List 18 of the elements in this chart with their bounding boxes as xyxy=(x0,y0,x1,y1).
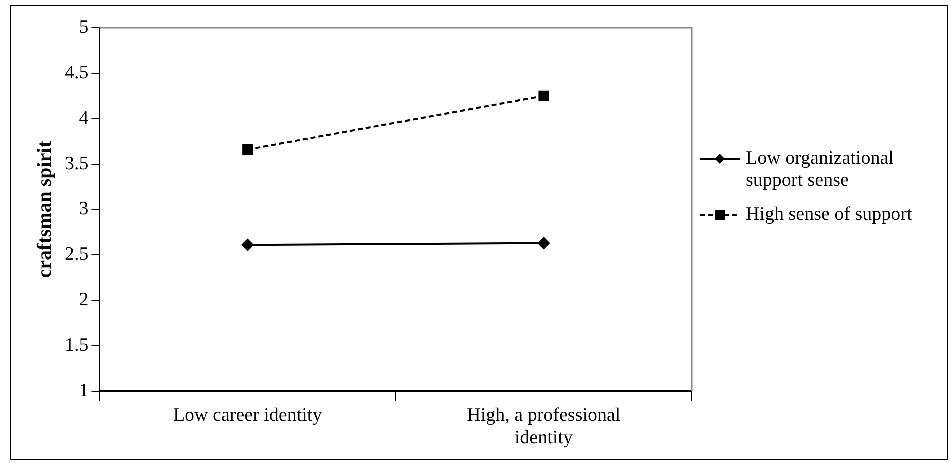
y-axis-title: craftsman spirit xyxy=(34,140,56,278)
point xyxy=(242,144,254,155)
y-tick-label: 4 xyxy=(79,108,90,129)
y-tick-label: 2.5 xyxy=(65,244,89,266)
y-tick-label: 1.5 xyxy=(65,334,89,356)
y-tick-label: 2 xyxy=(79,290,89,311)
legend-label: Low organizational support sense xyxy=(746,148,895,192)
point xyxy=(242,239,254,252)
x-tick-label: Low career identity xyxy=(173,404,323,426)
y-tick-label: 4.5 xyxy=(65,62,89,84)
point xyxy=(538,237,550,250)
y-tick-label: 3.5 xyxy=(65,153,89,174)
x-tick-label: High, a professional identity xyxy=(467,404,621,449)
y-tick-label: 3 xyxy=(79,198,89,220)
point xyxy=(538,90,550,102)
y-tick-label: 1 xyxy=(79,380,89,402)
legend-label: High sense of support xyxy=(746,204,912,226)
y-tick-label: 5 xyxy=(79,16,89,38)
